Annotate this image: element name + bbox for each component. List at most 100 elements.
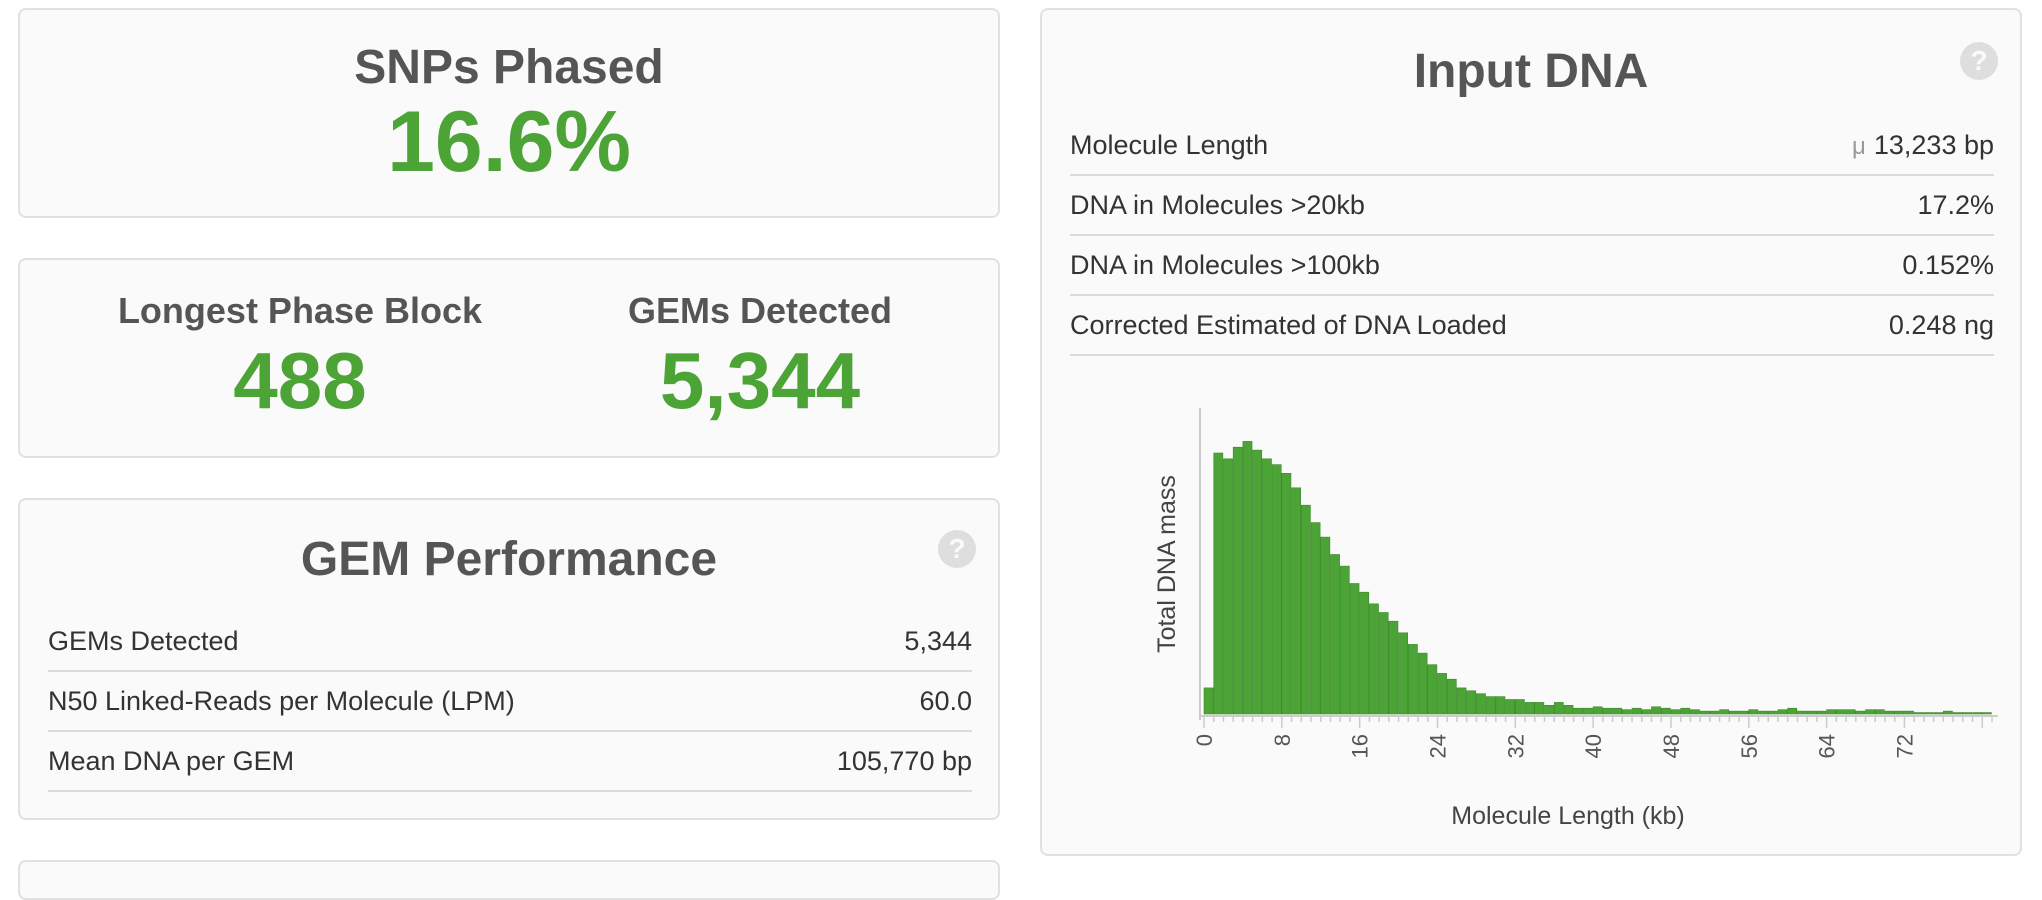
input-dna-help-icon[interactable]: ? (1960, 42, 1998, 80)
histogram-bar (1767, 710, 1778, 715)
histogram-bar (1913, 712, 1924, 715)
histogram-bar (1602, 707, 1613, 715)
histogram-bar (1524, 702, 1535, 715)
histogram-bar (1485, 696, 1496, 715)
histogram-bar (1631, 707, 1642, 715)
histogram-bar (1719, 709, 1730, 715)
x-axis: 0 8 16 24 32 40 48 56 64 72 (1192, 408, 1998, 758)
x-tick-label: 0 (1192, 734, 1217, 746)
gem-performance-row: N50 Linked-Reads per Molecule (LPM) 60.0 (48, 672, 972, 732)
x-tick-label: 32 (1503, 734, 1528, 758)
histogram-bar (1641, 709, 1652, 715)
histogram-bar (1836, 709, 1846, 715)
input-dna-row-value-group: 0.152% (1902, 250, 1994, 281)
histogram-bar (1437, 673, 1447, 715)
histogram-bar (1388, 620, 1399, 715)
x-tick-label: 40 (1581, 734, 1606, 758)
histogram-bar (1339, 565, 1350, 715)
histogram-bar (1310, 522, 1321, 715)
histogram-bar (1262, 458, 1272, 715)
histogram-bar (1544, 704, 1554, 715)
histogram-bar (1291, 487, 1301, 715)
x-tick-label: 64 (1815, 734, 1840, 758)
histogram-bar (1573, 707, 1584, 715)
input-dna-row-label: DNA in Molecules >100kb (1070, 249, 1380, 280)
input-dna-row-value: 17.2% (1917, 189, 1994, 220)
input-dna-card: Input DNA ? Molecule Length μ 13,233 bp DNA… (1040, 8, 2022, 856)
histogram-bar (1981, 712, 1992, 715)
input-dna-row-label: DNA in Molecules >20kb (1070, 189, 1365, 220)
input-dna-row-value: 13,233 bp (1873, 129, 1994, 160)
histogram-bar (1845, 709, 1856, 715)
histogram-bar (1894, 710, 1905, 715)
histogram-bar (1446, 678, 1457, 715)
snps-phased-card: SNPs Phased 16.6% (18, 8, 1000, 218)
x-tick-label: 16 (1348, 734, 1373, 758)
histogram-bar (1729, 710, 1739, 715)
molecule-length-histogram: 0 8 16 24 32 40 48 56 64 72 Total DNA mass Molecu… (1153, 408, 1998, 830)
histogram-bar (1583, 707, 1593, 715)
gem-performance-row-value: 105,770 bp (836, 745, 972, 776)
histogram-bar (1203, 687, 1214, 715)
gems-detected-title: GEMs Detected (627, 290, 893, 331)
x-tick-label: 72 (1892, 734, 1917, 758)
histogram-bar (1777, 709, 1788, 715)
histogram-bar (1281, 473, 1292, 715)
histogram-bar (1874, 709, 1885, 715)
histogram-bar (1865, 709, 1875, 715)
histogram-bar (1622, 709, 1632, 715)
mean-symbol: μ (1852, 132, 1866, 160)
histogram-bar (1359, 591, 1370, 715)
x-tick-label: 56 (1737, 734, 1762, 758)
histogram-bar (1952, 712, 1963, 715)
histogram-bar (1962, 712, 1973, 715)
histogram-bar (1330, 554, 1340, 715)
input-dna-row-value: 0.248 ng (1888, 309, 1994, 340)
histogram-bar (1738, 710, 1749, 715)
histogram-bar (1223, 458, 1233, 715)
histogram-bar (1320, 536, 1331, 715)
gems-detected-value: 5,344 (659, 336, 861, 425)
gem-performance-row-value-group: 60.0 (919, 686, 972, 717)
phase-summary-card: Longest Phase Block 488 GEMs Detected 5,… (18, 258, 1000, 458)
gem-performance-row: GEMs Detected 5,344 (48, 612, 972, 672)
histogram-bar (1699, 710, 1710, 715)
histogram-bar (1213, 452, 1224, 715)
histogram-bar (1553, 702, 1564, 715)
histogram-bar (1748, 709, 1759, 715)
x-tick-label: 8 (1270, 734, 1295, 746)
histogram-bar (1680, 707, 1691, 715)
histogram-bar (1651, 706, 1661, 715)
histogram-bar (1232, 446, 1243, 715)
input-dna-row: Corrected Estimated of DNA Loaded 0.248 n… (1070, 296, 1994, 356)
histogram-bar (1534, 702, 1545, 715)
gem-performance-row: Mean DNA per GEM 105,770 bp (48, 732, 972, 792)
histogram-bar (1515, 699, 1525, 715)
histogram-bar (1505, 699, 1516, 715)
histogram-bar (1690, 709, 1700, 715)
gem-performance-row-value: 60.0 (919, 685, 972, 716)
histogram-bar (1758, 710, 1768, 715)
histogram-bar (1417, 652, 1428, 715)
histogram-bar (1904, 710, 1914, 715)
histogram-bar (1398, 632, 1408, 715)
gem-performance-row-value-group: 105,770 bp (837, 746, 972, 777)
gem-performance-row-label: Mean DNA per GEM (48, 745, 295, 776)
y-axis-title: Total DNA mass (1153, 475, 1181, 653)
input-dna-row: DNA in Molecules >100kb 0.152% (1070, 236, 1994, 296)
gem-performance-row-value: 5,344 (904, 625, 972, 656)
histogram-bar (1456, 687, 1467, 715)
histogram-bar (1884, 710, 1895, 715)
histogram-bar (1476, 693, 1486, 715)
histogram-bar (1943, 710, 1953, 715)
histogram-bar (1972, 712, 1982, 715)
snps-phased-title: SNPs Phased (354, 41, 664, 94)
histogram-bar (1563, 704, 1574, 715)
gem-performance-row-label: GEMs Detected (48, 625, 239, 656)
input-dna-row-label: Corrected Estimated of DNA Loaded (1070, 309, 1507, 340)
histogram-bar (1923, 712, 1934, 715)
input-dna-row: Molecule Length μ 13,233 bp (1070, 116, 1994, 176)
histogram-bar (1592, 706, 1603, 715)
x-tick-label: 24 (1425, 734, 1450, 758)
gem-performance-help-icon[interactable]: ? (938, 530, 976, 568)
